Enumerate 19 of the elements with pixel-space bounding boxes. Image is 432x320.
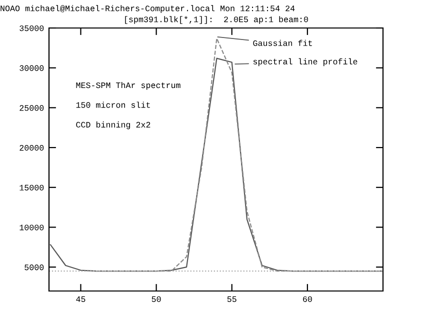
y-tick-label: 35000 — [20, 25, 44, 32]
x-tick-label: 55 — [227, 296, 236, 302]
line-series — [50, 58, 383, 272]
annotation: CCD binning 2x2 — [76, 121, 150, 130]
annotation: spectral line profile — [253, 58, 358, 66]
y-tick-label: 25000 — [20, 105, 44, 111]
x-tick-label: 60 — [303, 296, 312, 302]
chart-subtitle: [spm391.blk[*,1]]: 2.0E5 ap:1 beam:0 — [125, 16, 308, 24]
chart-title: NOAO michael@Michael-Richers-Computer.local Mon 12:11:54 24 — [0, 5, 295, 13]
y-tick-label: 10000 — [20, 224, 44, 230]
y-tick-label: 20000 — [20, 144, 44, 151]
y-tick-label: 30000 — [20, 65, 44, 71]
y-tick-label: 5000 — [24, 264, 44, 270]
annotation: 150 micron slit — [76, 102, 150, 108]
x-tick-label: 50 — [152, 296, 161, 302]
y-tick-label: 15000 — [20, 184, 44, 190]
annotation: Gaussian fit — [253, 40, 312, 46]
annotation: MES-SPM ThAr spectrum — [76, 82, 180, 90]
x-tick-label: 45 — [76, 296, 86, 302]
